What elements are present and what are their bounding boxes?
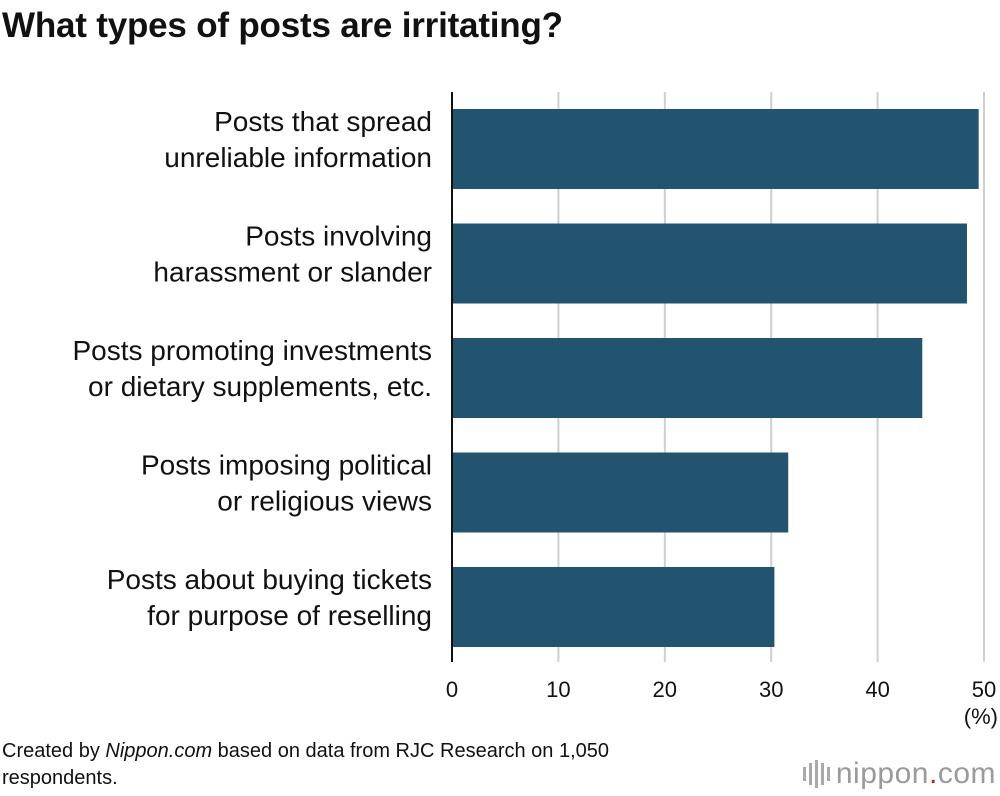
- category-labels: Posts that spread unreliable information P…: [73, 106, 433, 631]
- category-label: or dietary supplements, etc.: [88, 371, 432, 402]
- x-tick-label: 0: [446, 677, 458, 702]
- source-note: Created by Nippon.com based on data from…: [2, 738, 722, 792]
- category-label: Posts promoting investments: [73, 335, 433, 366]
- category-label: for purpose of reselling: [147, 600, 432, 631]
- category-label: Posts imposing political: [141, 450, 432, 481]
- source-prefix: Created by: [2, 740, 106, 762]
- source-brand: Nippon.com: [105, 740, 213, 762]
- bar: [452, 567, 775, 647]
- category-label: Posts that spread: [214, 106, 432, 137]
- nippon-logo: nippon.com: [802, 756, 996, 792]
- x-tick-label: 50: [972, 677, 996, 702]
- unit-label: (%): [964, 704, 998, 729]
- category-label: harassment or slander: [153, 257, 432, 288]
- bar: [452, 452, 789, 533]
- logo-bars-icon: [802, 760, 830, 788]
- source-suffix: based on data from RJC Research on 1,050…: [2, 740, 610, 789]
- x-tick-label: 20: [653, 677, 677, 702]
- x-tick-label: 10: [546, 677, 570, 702]
- bar: [452, 223, 967, 304]
- x-tick-label: 30: [759, 677, 783, 702]
- logo-text: nippon.com: [835, 757, 996, 790]
- category-label: Posts about buying tickets: [107, 564, 432, 595]
- bars: [452, 109, 979, 647]
- category-label: or religious views: [217, 486, 432, 517]
- bar: [452, 338, 923, 418]
- category-label: unreliable information: [164, 142, 432, 173]
- bar: [452, 109, 979, 189]
- x-tick-labels: 0 10 20 30 40 50: [446, 677, 996, 702]
- x-tick-label: 40: [865, 677, 889, 702]
- category-label: Posts involving: [245, 221, 432, 252]
- bar-chart: Posts that spread unreliable information P…: [73, 92, 998, 729]
- chart-title: What types of posts are irritating?: [2, 6, 563, 45]
